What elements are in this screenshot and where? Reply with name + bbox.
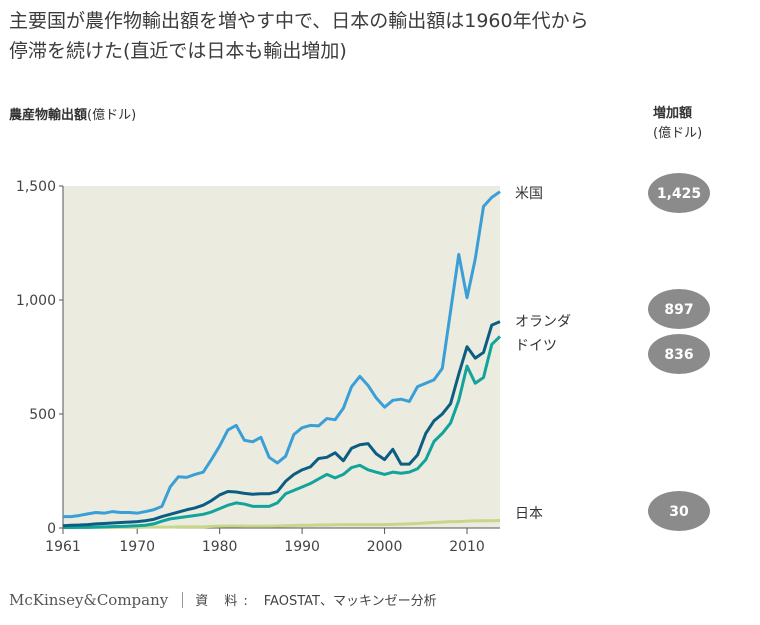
plot-area (63, 186, 500, 528)
increase-header-main: 増加額 (653, 106, 693, 121)
increase-value-1: 1,425 (657, 186, 701, 202)
series-label-2: オランダ (515, 314, 571, 330)
series-line-4 (63, 518, 501, 530)
y-tick-label: 1,000 (16, 293, 56, 309)
increase-badge-4 (648, 491, 710, 531)
headline-line-2: 停滞を続けた(直近では日本も輸出増加) (9, 40, 347, 62)
series-label-3: ドイツ (515, 338, 557, 354)
source-text: FAOSTAT、マッキンゼー分析 (263, 594, 437, 609)
y-tick-label: 1,500 (16, 179, 56, 195)
increase-header-unit: (億ドル) (653, 126, 703, 141)
series-label-4: 日本 (515, 506, 543, 522)
increase-badge-1 (648, 173, 710, 213)
x-tick-label: 2010 (449, 539, 485, 555)
series-line-3 (63, 335, 502, 530)
x-tick-label: 1970 (119, 539, 155, 555)
y-tick-label: 500 (29, 407, 56, 423)
x-tick-label: 1961 (45, 539, 81, 555)
y-axis-label-unit: (億ドル) (87, 108, 137, 123)
increase-badge-2 (648, 289, 710, 329)
series-line-1 (63, 190, 501, 519)
increase-value-3: 836 (664, 347, 693, 363)
brand-logo: McKinsey&Company (9, 590, 169, 609)
source-label: 資 料: (195, 594, 254, 609)
y-tick-label: 0 (47, 521, 56, 537)
series-line-2 (62, 320, 501, 528)
increase-header: 増加額 (億ドル) (653, 104, 702, 144)
increase-badge-3 (648, 334, 710, 374)
footer-divider (182, 591, 184, 608)
series-label-1: 米国 (515, 186, 543, 202)
y-axis-label-main: 農産物輸出額 (9, 108, 88, 123)
y-axis-label: 農産物輸出額(億ドル) (9, 104, 136, 123)
x-tick-label: 1990 (284, 539, 320, 555)
footer: McKinsey&Company 資 料: FAOSTAT、マッキンゼー分析 (9, 590, 437, 610)
x-tick-label: 1980 (202, 539, 238, 555)
increase-value-4: 30 (669, 504, 689, 520)
increase-value-2: 897 (664, 302, 693, 318)
x-tick-label: 2000 (367, 539, 403, 555)
chart-headline: 主要国が農作物輸出額を増やす中で、日本の輸出額は1960年代から 停滞を続けた(… (9, 6, 709, 66)
headline-line-1: 主要国が農作物輸出額を増やす中で、日本の輸出額は1960年代から (9, 10, 589, 32)
